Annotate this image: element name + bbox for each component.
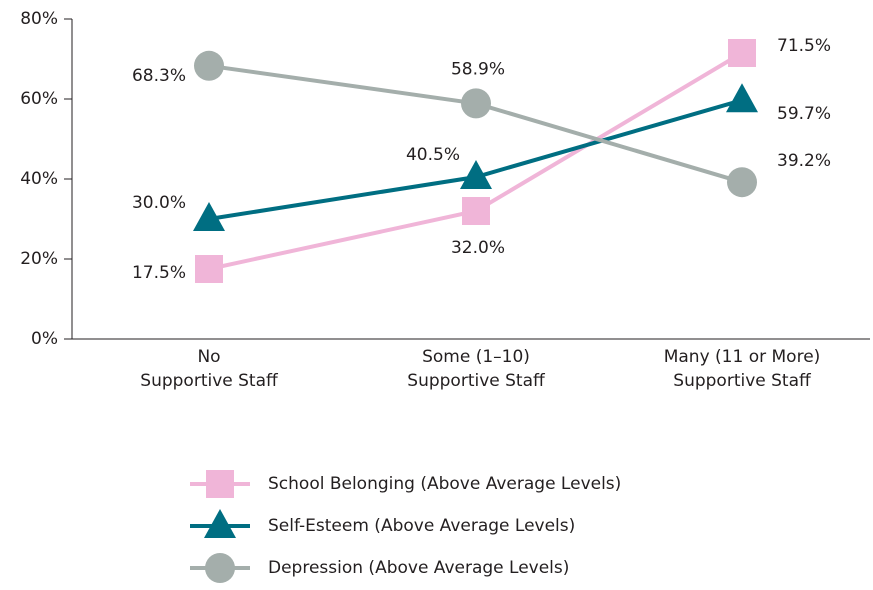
x-tick-label: Many (11 or More) Supportive Staff [664, 347, 821, 391]
marker [204, 509, 236, 538]
marker [460, 160, 492, 189]
data-label: 17.5% [132, 263, 186, 283]
data-label: 32.0% [451, 238, 505, 258]
data-label: 71.5% [777, 36, 831, 56]
data-label: 68.3% [132, 66, 186, 86]
data-label: 40.5% [406, 145, 460, 165]
marker [205, 553, 235, 583]
y-tick-label: 20% [20, 249, 58, 269]
data-label: 39.2% [777, 151, 831, 171]
marker [728, 39, 756, 67]
marker [726, 83, 758, 113]
y-tick-label: 80% [20, 9, 58, 29]
y-tick-label: 0% [31, 329, 58, 349]
marker [193, 202, 225, 231]
data-label: 30.0% [132, 193, 186, 213]
legend-label: Depression (Above Average Levels) [268, 558, 569, 578]
legend-label: Self-Esteem (Above Average Levels) [268, 516, 575, 536]
marker [206, 470, 234, 498]
data-label: 58.9% [451, 59, 505, 79]
x-tick-label: Some (1–10) Supportive Staff [407, 347, 546, 391]
marker [462, 197, 490, 225]
marker [461, 88, 491, 119]
y-tick-label: 40% [20, 169, 58, 189]
y-tick-label: 60% [20, 89, 58, 109]
marker [195, 255, 223, 283]
marker [727, 167, 757, 198]
marker [194, 50, 224, 81]
x-tick-label: No Supportive Staff [140, 347, 279, 391]
data-label: 59.7% [777, 104, 831, 124]
legend-label: School Belonging (Above Average Levels) [268, 474, 621, 494]
